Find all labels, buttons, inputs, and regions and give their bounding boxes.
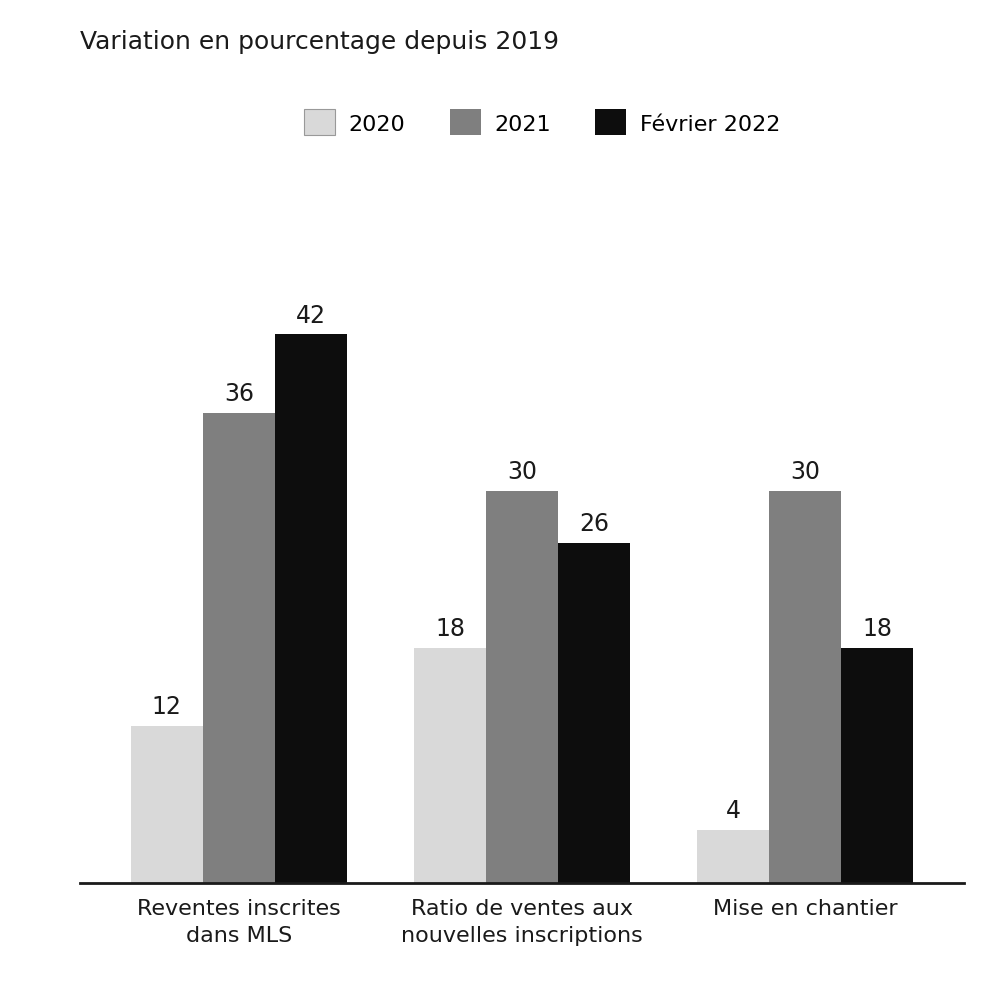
Bar — [130, 726, 203, 883]
Text: 30: 30 — [507, 459, 537, 483]
Bar — [696, 830, 768, 883]
Text: 4: 4 — [725, 798, 740, 822]
Bar — [275, 335, 347, 883]
Bar — [203, 413, 275, 883]
Text: 18: 18 — [862, 616, 892, 640]
Text: 36: 36 — [224, 381, 254, 405]
Text: 26: 26 — [579, 512, 609, 536]
Text: 42: 42 — [296, 303, 326, 327]
Bar — [841, 648, 913, 883]
Text: 12: 12 — [151, 694, 182, 718]
Bar — [485, 491, 558, 883]
Bar — [558, 544, 630, 883]
Bar — [413, 648, 485, 883]
Text: 30: 30 — [789, 459, 819, 483]
Text: 18: 18 — [434, 616, 464, 640]
Text: Variation en pourcentage depuis 2019: Variation en pourcentage depuis 2019 — [80, 30, 559, 54]
Legend: 2020, 2021, Février 2022: 2020, 2021, Février 2022 — [295, 101, 788, 144]
Bar — [768, 491, 841, 883]
